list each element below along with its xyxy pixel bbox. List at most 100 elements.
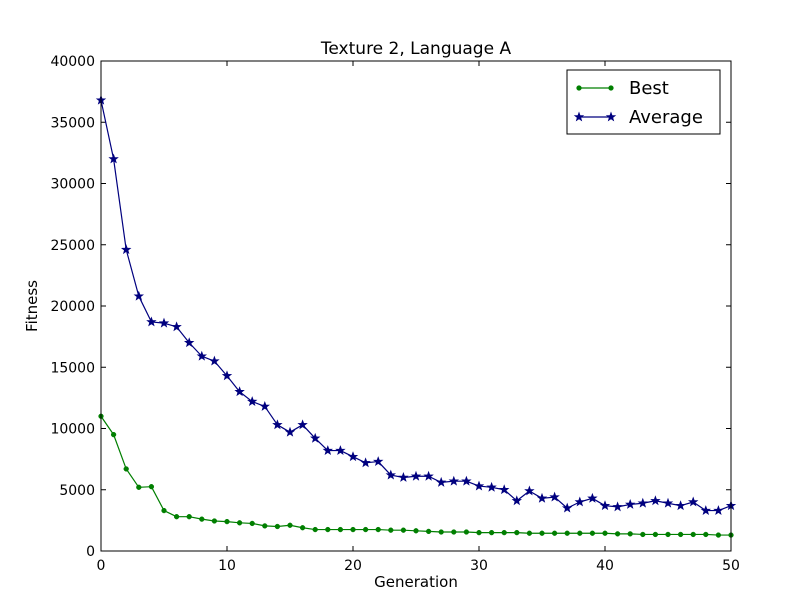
data-point-best	[514, 529, 520, 536]
data-point-average	[448, 475, 460, 486]
data-point-best	[388, 527, 394, 533]
data-point-average	[158, 317, 170, 328]
data-point-best	[438, 529, 444, 535]
data-point-best	[690, 531, 696, 538]
data-point-average	[272, 419, 283, 430]
data-point-best	[526, 530, 533, 536]
data-point-average	[171, 321, 182, 332]
data-point-average	[650, 495, 661, 506]
data-point-best	[589, 530, 596, 536]
data-point-best	[325, 526, 331, 533]
data-point-best	[715, 532, 722, 538]
data-point-average	[461, 475, 472, 486]
data-point-best	[148, 484, 155, 490]
data-point-average	[259, 400, 270, 411]
data-point-average	[347, 451, 359, 462]
legend-box	[566, 69, 721, 135]
data-point-average	[436, 476, 447, 487]
data-point-average	[587, 492, 598, 503]
x-tick-label: 30	[470, 558, 488, 574]
y-tick-label: 25000	[50, 238, 95, 254]
data-point-best	[173, 514, 180, 520]
data-point-average	[398, 472, 409, 482]
data-point-average	[133, 290, 144, 301]
data-point-best	[425, 528, 432, 535]
legend-marker-best	[608, 85, 614, 91]
x-tick-label: 10	[218, 558, 236, 574]
data-point-average	[184, 337, 195, 348]
data-point-best	[652, 531, 659, 538]
data-point-best	[224, 518, 230, 525]
data-point-average	[335, 445, 346, 455]
data-point-average	[713, 505, 724, 516]
x-tick-label: 20	[344, 558, 362, 574]
data-point-best	[476, 529, 482, 536]
axes-frame	[100, 60, 732, 552]
data-point-average	[209, 355, 220, 366]
data-point-average	[284, 426, 296, 437]
data-point-average	[662, 497, 674, 508]
data-point-best	[199, 516, 205, 522]
data-point-best	[400, 527, 407, 533]
x-tick-label: 0	[97, 558, 106, 574]
data-point-best	[640, 531, 646, 538]
data-point-average	[247, 396, 258, 406]
data-point-best	[451, 529, 457, 535]
data-point-average	[599, 500, 611, 511]
data-point-average	[511, 495, 523, 506]
data-point-best	[236, 520, 243, 526]
data-point-best	[337, 526, 344, 533]
data-point-best	[564, 530, 570, 536]
data-point-average	[549, 491, 560, 502]
data-point-best	[362, 526, 369, 533]
data-point-best	[299, 525, 306, 531]
data-point-average	[360, 457, 371, 468]
data-point-best	[110, 431, 117, 438]
data-point-average	[499, 484, 510, 495]
data-point-best	[677, 531, 684, 538]
data-point-average	[372, 456, 384, 467]
data-point-average	[423, 470, 434, 481]
y-tick-label: 15000	[50, 360, 95, 376]
y-axis-label: Fitness	[23, 280, 41, 332]
data-point-average	[221, 370, 233, 381]
data-point-best	[287, 522, 293, 528]
data-point-average	[146, 316, 157, 327]
data-point-best	[136, 484, 142, 490]
x-tick-label: 40	[596, 558, 614, 574]
data-point-average	[473, 480, 485, 491]
data-point-best	[488, 529, 495, 536]
data-point-average	[561, 502, 573, 513]
chart-title: Texture 2, Language A	[320, 39, 512, 59]
data-point-best	[703, 531, 709, 538]
x-axis-label: Generation	[374, 573, 458, 591]
y-tick-label: 5000	[59, 483, 95, 499]
data-point-average	[536, 492, 548, 503]
data-point-average	[196, 350, 208, 361]
data-point-best	[350, 526, 356, 533]
data-point-best	[312, 526, 318, 533]
data-point-best	[501, 529, 507, 536]
data-point-best	[602, 530, 608, 536]
legend-marker-average	[573, 111, 585, 122]
data-point-average	[410, 470, 422, 481]
data-point-best	[186, 514, 192, 520]
legend-marker-best	[576, 85, 582, 91]
data-point-best	[577, 530, 583, 536]
data-point-average	[700, 505, 712, 516]
legend-label-average: Average	[629, 107, 703, 128]
data-point-best	[274, 523, 281, 530]
data-point-best	[627, 531, 633, 537]
data-point-best	[614, 531, 621, 537]
data-point-average	[121, 244, 132, 255]
data-point-average	[675, 500, 686, 511]
y-tick-label: 20000	[50, 299, 95, 315]
data-point-average	[524, 485, 535, 496]
y-tick-label: 40000	[50, 54, 95, 70]
data-point-best	[249, 520, 255, 527]
data-point-best	[161, 507, 167, 514]
data-point-average	[625, 498, 636, 509]
y-tick-label: 0	[86, 544, 95, 560]
